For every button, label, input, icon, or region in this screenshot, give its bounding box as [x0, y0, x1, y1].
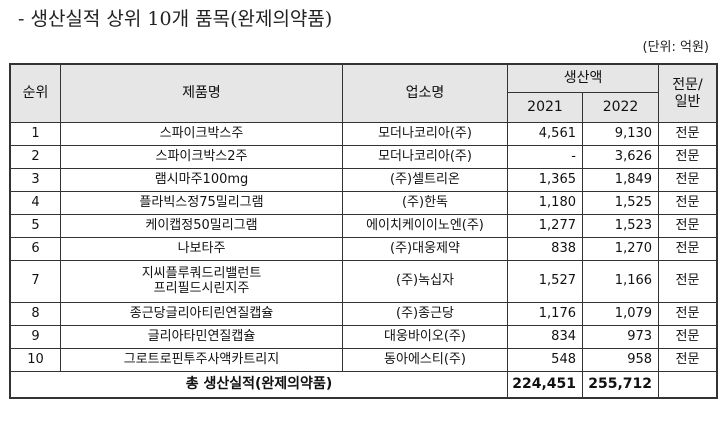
product-name-line: 지씨플루쿼드리밸런트: [141, 265, 262, 281]
company-name-cell: (주)녹십자: [342, 260, 508, 303]
value-2021-cell: 1,176: [507, 302, 583, 326]
table-row: 3 램시마주100mg (주)셀트리온 1,365 1,849 전문: [10, 168, 718, 192]
company-name-cell: (주)대웅제약: [342, 237, 508, 261]
product-name-cell: 그로트로핀투주사액카트리지: [60, 348, 343, 372]
value-2021-cell: 4,561: [507, 122, 583, 146]
header-product: 제품명: [60, 64, 343, 123]
table-row: 5 케이캡정50밀리그램 에이치케이이노엔(주) 1,277 1,523 전문: [10, 214, 718, 238]
table-row: 8 종근당글리아티린연질캡슐 (주)종근당 1,176 1,079 전문: [10, 302, 718, 326]
rank-cell: 6: [10, 237, 61, 261]
value-2022-cell: 1,166: [581, 260, 660, 303]
value-2022-cell: 1,079: [581, 302, 660, 326]
page-title: - 생산실적 상위 10개 품목(완제의약품): [18, 8, 333, 30]
company-name-cell: 대웅바이오(주): [342, 325, 508, 349]
type-cell: 전문: [658, 260, 718, 303]
table-row: 9 글리아타민연질캡슐 대웅바이오(주) 834 973 전문: [10, 325, 718, 349]
production-table: 순위 제품명 업소명 생산액 전문/ 일반 2021 2022 1 스파이크박스주…: [8, 63, 719, 399]
total-2021: 224,451: [507, 371, 583, 398]
company-name-cell: 에이치케이이노엔(주): [342, 214, 508, 238]
table-row: 1 스파이크박스주 모더나코리아(주) 4,561 9,130 전문: [10, 122, 718, 146]
unit-note: (단위: 억원): [642, 40, 710, 55]
company-name-cell: (주)셀트리온: [342, 168, 508, 192]
product-name-cell: 종근당글리아티린연질캡슐: [60, 302, 343, 326]
value-2021-cell: 1,365: [507, 168, 583, 192]
rank-cell: 4: [10, 191, 61, 215]
product-name-cell: 지씨플루쿼드리밸런트 프리필드시린지주: [60, 260, 343, 303]
header-type: 전문/ 일반: [658, 64, 718, 123]
product-name-cell: 램시마주100mg: [60, 168, 343, 192]
value-2022-cell: 1,523: [581, 214, 660, 238]
rank-cell: 10: [10, 348, 61, 372]
table-row: 10 그로트로핀투주사액카트리지 동아에스티(주) 548 958 전문: [10, 348, 718, 372]
header-rank: 순위: [10, 64, 61, 123]
rank-cell: 1: [10, 122, 61, 146]
value-2022-cell: 1,525: [581, 191, 660, 215]
total-2022: 255,712: [581, 371, 660, 398]
product-name-line: 프리필드시린지주: [153, 280, 250, 296]
type-cell: 전문: [658, 122, 718, 146]
value-2022-cell: 958: [581, 348, 660, 372]
product-name-cell: 스파이크박스주: [60, 122, 343, 146]
type-cell: 전문: [658, 191, 718, 215]
value-2021-cell: 548: [507, 348, 583, 372]
product-name-cell: 케이캡정50밀리그램: [60, 214, 343, 238]
value-2022-cell: 973: [581, 325, 660, 349]
header-year-2021: 2021: [507, 92, 583, 123]
total-type: [658, 371, 718, 398]
product-name-cell: 나보타주: [60, 237, 343, 261]
value-2021-cell: 834: [507, 325, 583, 349]
type-cell: 전문: [658, 325, 718, 349]
product-name-cell: 글리아타민연질캡슐: [60, 325, 343, 349]
table-row: 6 나보타주 (주)대웅제약 838 1,270 전문: [10, 237, 718, 261]
table-row: 7 지씨플루쿼드리밸런트 프리필드시린지주 (주)녹십자 1,527 1,166 전문: [10, 260, 718, 303]
rank-cell: 8: [10, 302, 61, 326]
value-2021-cell: 838: [507, 237, 583, 261]
type-cell: 전문: [658, 237, 718, 261]
type-cell: 전문: [658, 348, 718, 372]
total-label: 총 생산실적(완제의약품): [10, 371, 508, 398]
value-2021-cell: -: [507, 145, 583, 169]
value-2022-cell: 9,130: [581, 122, 660, 146]
company-name-cell: (주)종근당: [342, 302, 508, 326]
value-2021-cell: 1,277: [507, 214, 583, 238]
rank-cell: 5: [10, 214, 61, 238]
rank-cell: 7: [10, 260, 61, 303]
header-company: 업소명: [342, 64, 508, 123]
value-2021-cell: 1,527: [507, 260, 583, 303]
value-2022-cell: 1,849: [581, 168, 660, 192]
table-row: 4 플라빅스정75밀리그램 (주)한독 1,180 1,525 전문: [10, 191, 718, 215]
table-row: 2 스파이크박스2주 모더나코리아(주) -3,626 전문: [10, 145, 718, 169]
product-name-cell: 플라빅스정75밀리그램: [60, 191, 343, 215]
rank-cell: 3: [10, 168, 61, 192]
value-2021-cell: 1,180: [507, 191, 583, 215]
value-2022-cell: 1,270: [581, 237, 660, 261]
header-production: 생산액: [506, 64, 660, 93]
type-cell: 전문: [658, 168, 718, 192]
value-2022-cell: 3,626: [581, 145, 660, 169]
rank-cell: 9: [10, 325, 61, 349]
company-name-cell: 모더나코리아(주): [342, 145, 508, 169]
type-cell: 전문: [658, 145, 718, 169]
company-name-cell: 모더나코리아(주): [342, 122, 508, 146]
product-name-cell: 스파이크박스2주: [60, 145, 343, 169]
header-year-2022: 2022: [581, 92, 660, 123]
type-cell: 전문: [658, 302, 718, 326]
company-name-cell: 동아에스티(주): [342, 348, 508, 372]
company-name-cell: (주)한독: [342, 191, 508, 215]
rank-cell: 2: [10, 145, 61, 169]
type-cell: 전문: [658, 214, 718, 238]
